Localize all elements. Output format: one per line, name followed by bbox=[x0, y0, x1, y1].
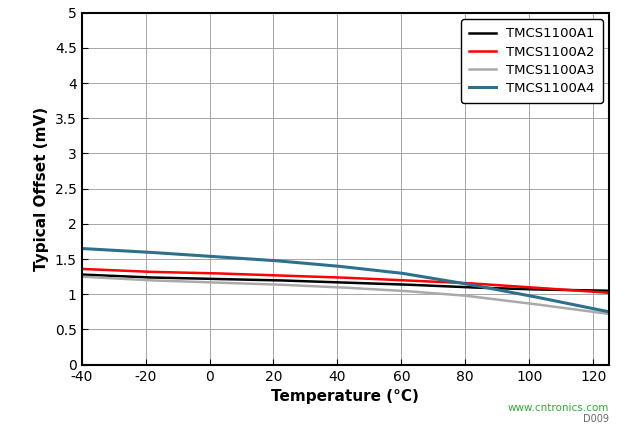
TMCS1100A4 bbox=[390, 270, 398, 275]
Line: TMCS1100A3: TMCS1100A3 bbox=[82, 277, 609, 314]
TMCS1100A1 bbox=[401, 282, 408, 287]
TMCS1100A2 bbox=[556, 287, 563, 292]
TMCS1100A3 bbox=[392, 288, 399, 293]
TMCS1100A3 bbox=[78, 274, 85, 279]
Line: TMCS1100A1: TMCS1100A1 bbox=[82, 275, 609, 291]
TMCS1100A1 bbox=[605, 288, 613, 293]
TMCS1100A3 bbox=[401, 288, 408, 293]
Text: D009: D009 bbox=[583, 414, 609, 424]
TMCS1100A1 bbox=[80, 272, 87, 277]
TMCS1100A4 bbox=[401, 271, 408, 276]
TMCS1100A2 bbox=[605, 290, 613, 296]
TMCS1100A1 bbox=[556, 287, 563, 293]
TMCS1100A3 bbox=[556, 305, 563, 310]
TMCS1100A3 bbox=[522, 301, 530, 306]
Legend: TMCS1100A1, TMCS1100A2, TMCS1100A3, TMCS1100A4: TMCS1100A1, TMCS1100A2, TMCS1100A3, TMCS… bbox=[462, 20, 602, 103]
Line: TMCS1100A2: TMCS1100A2 bbox=[82, 269, 609, 293]
TMCS1100A4 bbox=[556, 299, 563, 304]
TMCS1100A2 bbox=[401, 278, 408, 283]
TMCS1100A2 bbox=[392, 277, 399, 282]
TMCS1100A3 bbox=[605, 311, 613, 316]
TMCS1100A1 bbox=[78, 272, 85, 277]
TMCS1100A4 bbox=[78, 246, 85, 251]
TMCS1100A4 bbox=[80, 246, 87, 251]
Y-axis label: Typical Offset (mV): Typical Offset (mV) bbox=[34, 106, 49, 271]
TMCS1100A1 bbox=[522, 287, 530, 292]
TMCS1100A4 bbox=[392, 270, 399, 275]
TMCS1100A1 bbox=[392, 282, 399, 287]
TMCS1100A3 bbox=[390, 288, 398, 293]
Line: TMCS1100A4: TMCS1100A4 bbox=[82, 248, 609, 312]
TMCS1100A2 bbox=[522, 285, 530, 290]
TMCS1100A4 bbox=[522, 293, 530, 298]
TMCS1100A2 bbox=[80, 266, 87, 271]
TMCS1100A2 bbox=[78, 266, 85, 271]
TMCS1100A4 bbox=[605, 310, 613, 315]
Text: www.cntronics.com: www.cntronics.com bbox=[508, 403, 609, 413]
TMCS1100A1 bbox=[390, 282, 398, 287]
TMCS1100A3 bbox=[80, 274, 87, 279]
X-axis label: Temperature (°C): Temperature (°C) bbox=[271, 389, 420, 404]
TMCS1100A2 bbox=[390, 277, 398, 282]
